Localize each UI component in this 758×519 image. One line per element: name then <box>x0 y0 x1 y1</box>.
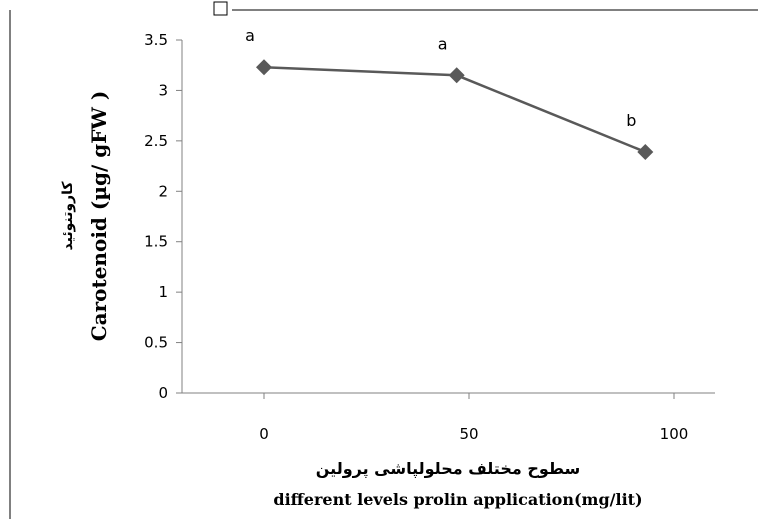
data-point-marker <box>448 67 465 84</box>
x-axis-title-fa: سطوح مختلف محلولپاشی پرولین <box>316 459 580 479</box>
frame-marker <box>213 1 228 16</box>
y-tick-label: 1 <box>158 283 168 301</box>
y-tick-label: 2.5 <box>144 132 168 150</box>
y-tick-label: 2 <box>158 182 168 200</box>
y-tick-label: 3 <box>158 81 168 99</box>
y-axis-title-fa: کاروتنوئید <box>60 181 76 251</box>
y-tick-label: 0.5 <box>144 334 168 352</box>
data-point-marker <box>637 143 654 160</box>
x-tick-label: 0 <box>259 425 269 443</box>
data-point-label: a <box>438 34 448 53</box>
data-point-marker <box>256 59 272 76</box>
x-tick-label: 100 <box>660 425 689 443</box>
y-tick-label: 0 <box>158 384 168 402</box>
x-axis-title-en: different levels prolin application(mg/l… <box>273 490 642 509</box>
y-tick-label: 1.5 <box>144 233 168 251</box>
x-tick-label: 50 <box>459 425 478 443</box>
data-point-label: b <box>626 111 636 130</box>
data-point-label: a <box>245 26 255 45</box>
y-axis-title-en: Carotenoid (µg/ gFW ) <box>87 91 111 342</box>
y-tick-label: 3.5 <box>144 31 168 49</box>
